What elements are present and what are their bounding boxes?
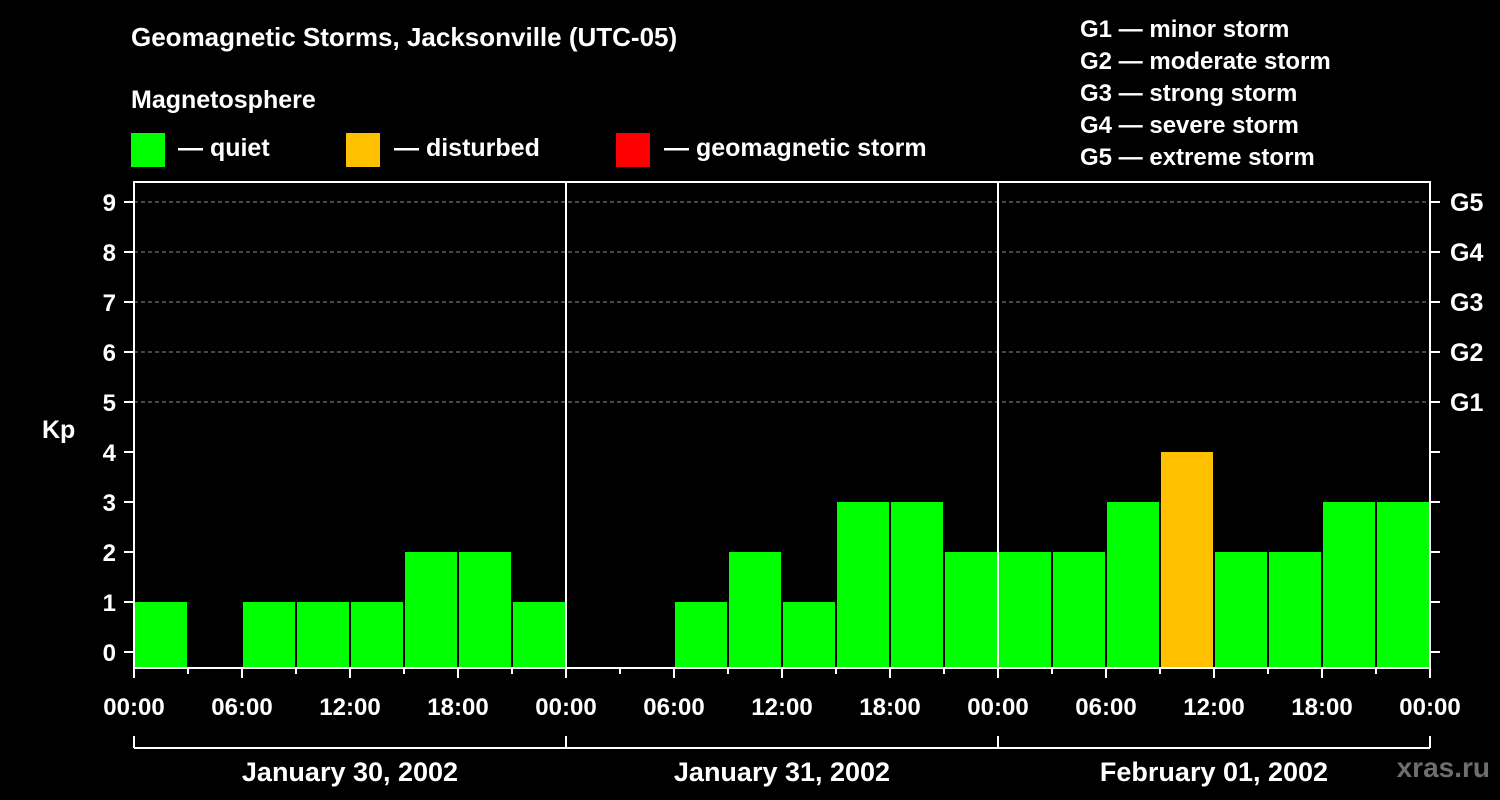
legend-label-quiet: — quiet	[178, 134, 270, 162]
x-tick-label: 06:00	[211, 694, 272, 721]
kp-bar	[783, 602, 835, 668]
x-tick-label: 12:00	[751, 694, 812, 721]
legend-swatch-storm	[616, 133, 650, 167]
y-tick-label: 1	[103, 590, 116, 617]
kp-bar	[297, 602, 349, 668]
y-tick-label: 3	[103, 490, 116, 517]
day-label: January 30, 2002	[242, 757, 458, 787]
kp-bar	[1053, 552, 1105, 668]
kp-bar	[243, 602, 295, 668]
day-label: February 01, 2002	[1100, 757, 1328, 787]
x-tick-label: 00:00	[103, 694, 164, 721]
legend-swatch-disturbed	[346, 133, 380, 167]
y-tick-label: 7	[103, 290, 116, 317]
y-axis-label: Kp	[42, 416, 75, 444]
storm-scale-g1: G1 — minor storm	[1080, 16, 1290, 43]
watermark: xras.ru	[1396, 752, 1490, 783]
x-tick-label: 06:00	[1075, 694, 1136, 721]
legend-label-disturbed: — disturbed	[394, 134, 540, 162]
g-scale-label: G4	[1450, 239, 1483, 267]
kp-bar	[405, 552, 457, 668]
kp-bar	[891, 502, 943, 668]
storm-scale-g2: G2 — moderate storm	[1080, 48, 1331, 75]
g-scale-label: G2	[1450, 339, 1483, 367]
g-scale-label: G5	[1450, 189, 1483, 217]
kp-bar	[1377, 502, 1429, 668]
kp-bar	[513, 602, 565, 668]
kp-bar	[1323, 502, 1375, 668]
x-tick-label: 18:00	[427, 694, 488, 721]
storm-scale-g5: G5 — extreme storm	[1080, 144, 1315, 171]
x-tick-label: 12:00	[319, 694, 380, 721]
x-tick-label: 18:00	[1291, 694, 1352, 721]
chart-title: Geomagnetic Storms, Jacksonville (UTC-05…	[131, 22, 678, 52]
x-tick-label: 00:00	[1399, 694, 1460, 721]
kp-bar	[999, 552, 1051, 668]
y-tick-label: 9	[103, 190, 116, 217]
kp-bar	[1269, 552, 1321, 668]
legend-swatch-quiet	[131, 133, 165, 167]
x-tick-label: 18:00	[859, 694, 920, 721]
y-tick-label: 8	[103, 240, 116, 267]
kp-bar	[351, 602, 403, 668]
legend-heading: Magnetosphere	[131, 86, 316, 114]
storm-scale-g3: G3 — strong storm	[1080, 80, 1298, 107]
legend-label-storm: — geomagnetic storm	[664, 134, 927, 162]
kp-bar	[135, 602, 187, 668]
kp-bar	[837, 502, 889, 668]
y-tick-label: 0	[103, 640, 116, 667]
y-tick-label: 6	[103, 340, 116, 367]
g-scale-label: G1	[1450, 389, 1483, 417]
y-tick-label: 2	[103, 540, 116, 567]
kp-bar	[459, 552, 511, 668]
y-tick-label: 5	[103, 390, 116, 417]
x-tick-label: 06:00	[643, 694, 704, 721]
kp-bar	[945, 552, 997, 668]
kp-bar	[1161, 452, 1213, 668]
x-tick-label: 12:00	[1183, 694, 1244, 721]
kp-bar	[1215, 552, 1267, 668]
kp-bar	[729, 552, 781, 668]
x-tick-label: 00:00	[535, 694, 596, 721]
kp-bar	[1107, 502, 1159, 668]
kp-bar	[675, 602, 727, 668]
y-tick-label: 4	[103, 440, 117, 467]
x-tick-label: 00:00	[967, 694, 1028, 721]
day-label: January 31, 2002	[674, 757, 890, 787]
storm-scale-g4: G4 — severe storm	[1080, 112, 1299, 139]
g-scale-label: G3	[1450, 289, 1483, 317]
